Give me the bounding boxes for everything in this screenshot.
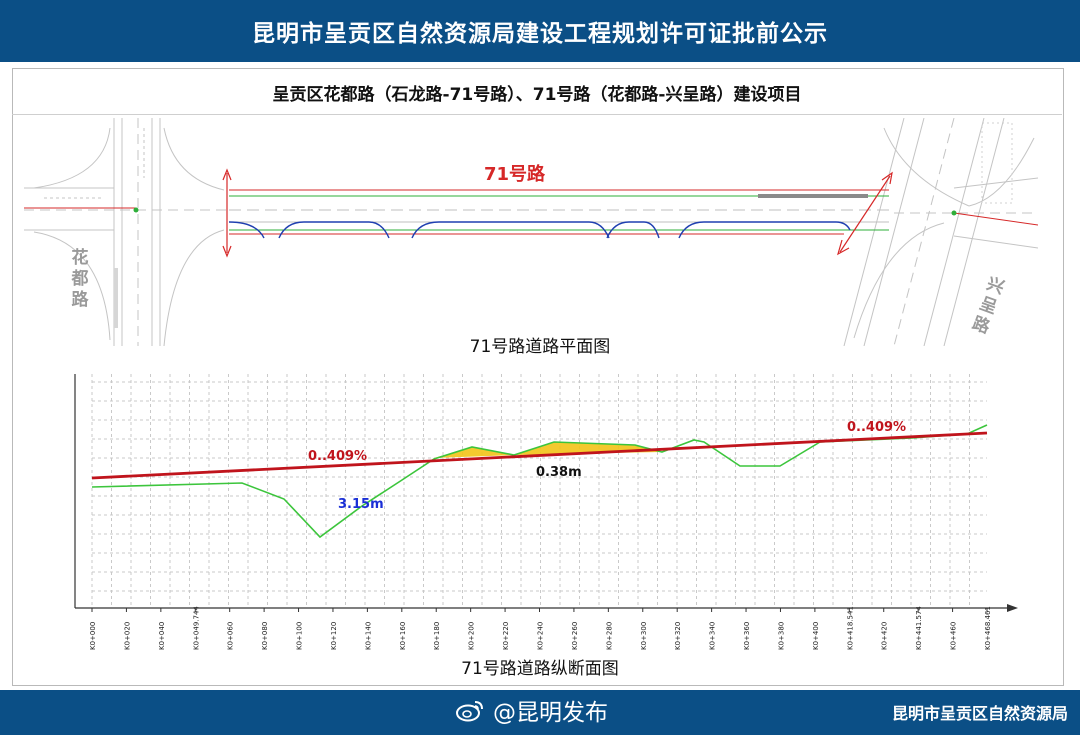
project-title: 呈贡区花都路（石龙路-71号路）、71号路（花都路-兴呈路）建设项目 <box>12 70 1062 115</box>
weibo-icon <box>456 701 483 722</box>
curb-bays <box>228 221 851 239</box>
station-label: K0+000 <box>89 622 97 650</box>
station-label: K0+049.744 <box>192 606 200 650</box>
hatch-strip <box>758 194 868 198</box>
station-label: K0+468.461 <box>984 606 992 650</box>
right-crosswalk <box>981 122 1013 204</box>
station-label: K0+120 <box>330 622 338 650</box>
station-label: K0+180 <box>433 622 441 650</box>
station-label: K0+360 <box>743 622 751 650</box>
station-label: K0+418.541 <box>846 606 854 650</box>
station-label: K0+380 <box>777 622 785 650</box>
station-label: K0+300 <box>640 622 648 650</box>
grade-label-right: 0..409% <box>847 420 906 435</box>
station-label: K0+340 <box>709 622 717 650</box>
station-label: K0+100 <box>296 622 304 650</box>
grade-label-left: 0..409% <box>308 449 367 464</box>
station-label: K0+060 <box>227 622 235 650</box>
design-grade-line <box>91 431 988 480</box>
station-label: K0+080 <box>261 622 269 650</box>
weibo-handle-text: @昆明发布 <box>493 700 608 726</box>
right-intersection-linework <box>843 118 1038 346</box>
left-road-label: 花都路 <box>71 248 89 310</box>
station-label: K0+240 <box>537 622 545 650</box>
fill-area <box>434 447 514 458</box>
page-footer <box>0 690 1080 735</box>
profile-grid <box>91 374 987 606</box>
plan-caption: 71号路道路平面图 <box>469 337 611 357</box>
station-label: K0+400 <box>812 622 820 650</box>
footer-organization: 昆明市呈贡区自然资源局 <box>891 704 1068 723</box>
station-labels: K0+000 K0+020 K0+040 K0+049.744 K0+060 K0+080… <box>89 606 992 650</box>
station-label: K0+460 <box>950 622 958 650</box>
station-label: K0+020 <box>123 622 131 650</box>
station-label: K0+441.574 <box>915 606 923 650</box>
fill-height-label: 0.38m <box>536 465 582 480</box>
profile-view: K0+000 K0+020 K0+040 K0+049.744 K0+060 K0+080… <box>74 374 1018 650</box>
station-label: K0+320 <box>674 622 682 650</box>
station-label: K0+260 <box>571 622 579 650</box>
weibo-handle[interactable]: @昆明发布 <box>455 692 608 728</box>
profile-caption: 71号路道路纵断面图 <box>461 659 619 679</box>
content-frame <box>12 68 1064 686</box>
axis-arrow-icon <box>1007 604 1018 612</box>
header-title: 昆明市呈贡区自然资源局建设工程规划许可证批前公示 <box>252 21 828 47</box>
ground-line <box>91 424 988 539</box>
road-71-label: 71号路 <box>484 164 546 185</box>
plan-view <box>24 118 1038 346</box>
left-intersection-linework <box>24 118 234 346</box>
road-71-plan <box>24 168 1038 258</box>
station-label: K0+200 <box>468 622 476 650</box>
station-label: K0+140 <box>364 622 372 650</box>
cut-depth-label: 3.15m <box>338 497 384 512</box>
left-median <box>114 268 118 328</box>
station-label: K0+280 <box>605 622 613 650</box>
station-label: K0+160 <box>399 622 407 650</box>
station-label: K0+040 <box>158 622 166 650</box>
page-header: 昆明市呈贡区自然资源局建设工程规划许可证批前公示 <box>0 0 1080 62</box>
station-label: K0+420 <box>881 622 889 650</box>
station-label: K0+220 <box>502 622 510 650</box>
